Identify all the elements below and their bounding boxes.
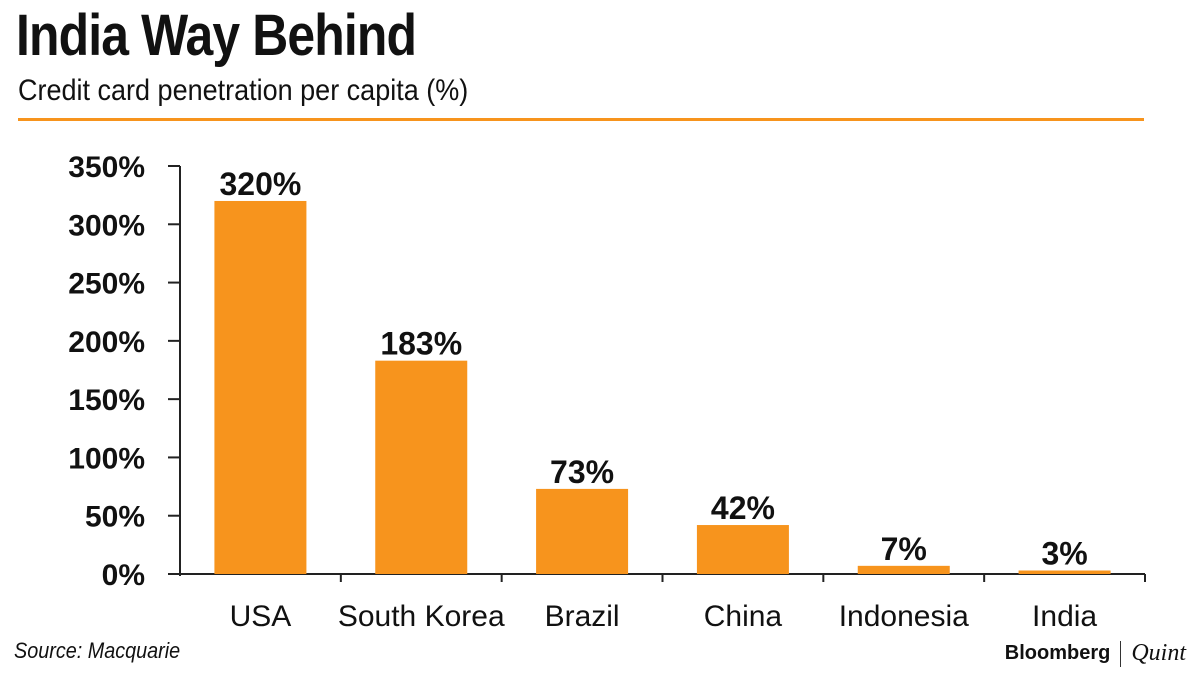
data-label: 7% <box>881 531 927 567</box>
brand-logo: Bloomberg Quint <box>1005 640 1186 667</box>
chart-subtitle: Credit card penetration per capita (%) <box>18 74 469 107</box>
y-tick-label: 50% <box>85 501 145 534</box>
bar <box>214 200 307 574</box>
chart-title: India Way Behind <box>16 3 417 68</box>
y-tick-label: 350% <box>68 151 145 184</box>
data-label: 73% <box>550 454 614 490</box>
x-tick-label: Indonesia <box>839 600 969 633</box>
bar <box>536 488 629 574</box>
bar <box>857 565 950 574</box>
brand-separator <box>1120 640 1122 667</box>
data-label: 42% <box>711 490 775 526</box>
x-tick-label: Brazil <box>545 600 620 633</box>
y-tick-label: 0% <box>102 559 145 592</box>
data-label: 183% <box>380 326 462 362</box>
y-tick-label: 100% <box>68 442 145 475</box>
bar <box>375 360 468 574</box>
header-divider <box>18 118 1144 121</box>
bar <box>696 525 789 574</box>
y-tick-label: 250% <box>68 268 145 301</box>
bar <box>1018 570 1111 574</box>
x-tick-label: China <box>704 600 783 633</box>
y-tick-label: 200% <box>68 326 145 359</box>
brand-name-bloomberg: Bloomberg <box>1004 642 1111 664</box>
data-label: 3% <box>1041 536 1087 572</box>
data-label: 320% <box>219 166 301 202</box>
y-tick-label: 150% <box>68 384 145 417</box>
x-tick-label: USA <box>230 600 292 633</box>
x-tick-label: South Korea <box>338 600 505 633</box>
y-tick-label: 300% <box>68 209 145 242</box>
source-note: Source: Macquarie <box>14 638 181 663</box>
brand-name-quint: Quint <box>1131 640 1186 666</box>
x-tick-label: India <box>1032 600 1097 633</box>
